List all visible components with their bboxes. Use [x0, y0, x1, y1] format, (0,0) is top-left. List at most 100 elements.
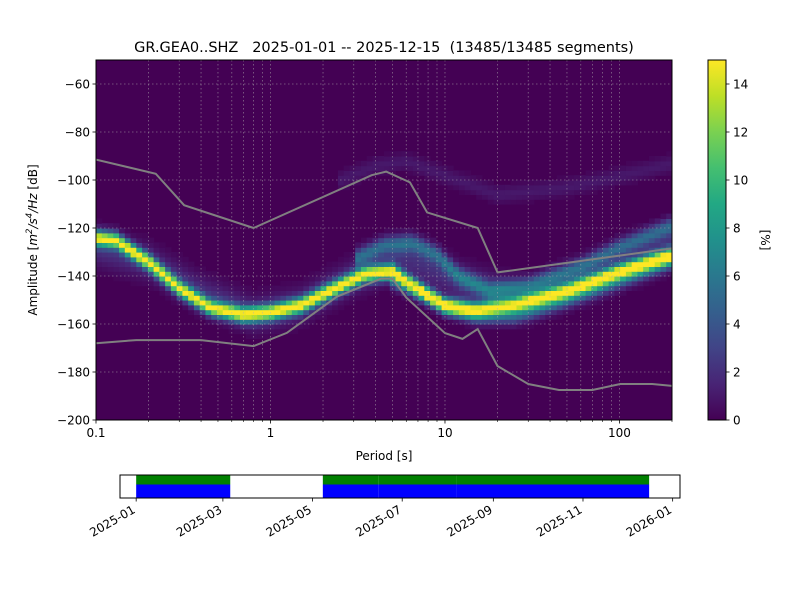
heatmap-cell [384, 256, 391, 263]
heatmap-cell [188, 266, 195, 272]
heatmap-cell [666, 252, 672, 258]
heatmap-cell [257, 314, 264, 320]
heatmap-cell [182, 256, 189, 263]
heatmap-cell [539, 194, 546, 200]
heatmap-cell [401, 247, 408, 253]
heatmap-cell [418, 300, 425, 306]
heatmap-cell [205, 314, 212, 320]
heatmap-cell [654, 228, 662, 234]
heatmap-cell [170, 256, 178, 263]
heatmap-cell [418, 271, 425, 277]
heatmap-cell [602, 266, 610, 272]
heatmap-cell [476, 285, 483, 291]
heatmap-cell [245, 324, 253, 330]
heatmap-cell [591, 175, 598, 181]
heatmap-cell [251, 295, 258, 301]
heatmap-cell [101, 228, 109, 234]
y-unit-part: 2 [25, 229, 35, 234]
heatmap-cell [412, 266, 420, 272]
heatmap-cell [343, 170, 351, 176]
heatmap-cell [556, 280, 564, 287]
heatmap-cell [579, 276, 587, 282]
heatmap-cell [441, 271, 448, 277]
heatmap-cell [401, 290, 408, 296]
heatmap-cell [326, 309, 333, 315]
heatmap-cell [464, 256, 471, 263]
heatmap-cell [597, 271, 604, 277]
heatmap-cell [130, 247, 137, 253]
heatmap-cell [96, 256, 103, 263]
heatmap-cell [412, 151, 420, 157]
heatmap-cell [539, 276, 546, 282]
heatmap-cell [430, 290, 437, 296]
x-tick-label: 100 [608, 426, 631, 440]
heatmap-cell [297, 295, 304, 301]
heatmap-cell [648, 261, 656, 267]
heatmap-cell [620, 232, 627, 239]
heatmap-cell [608, 256, 615, 263]
heatmap-cell [159, 285, 166, 291]
heatmap-cell [464, 180, 471, 186]
heatmap-cell [113, 237, 120, 243]
heatmap-cell [101, 256, 109, 263]
heatmap-cell [504, 280, 512, 287]
heatmap-cell [631, 266, 639, 272]
heatmap-cell [510, 309, 518, 315]
heatmap-cell [263, 328, 270, 335]
heatmap-cell [332, 271, 339, 277]
heatmap-cell [188, 271, 195, 277]
heatmap-cell [620, 242, 627, 248]
y-tick-label: −120 [57, 221, 90, 235]
heatmap-cell [643, 242, 650, 248]
heatmap-cell [585, 252, 592, 258]
heatmap-cell [216, 290, 224, 296]
heatmap-cell [176, 261, 183, 267]
heatmap-cell [510, 276, 518, 282]
heatmap-cell [648, 218, 656, 224]
heatmap-cell [142, 266, 149, 272]
heatmap-cell [476, 314, 483, 320]
heatmap-cell [234, 314, 241, 320]
heatmap-cell [522, 319, 529, 325]
heatmap-cell [545, 266, 552, 272]
heatmap-cell [504, 319, 512, 325]
heatmap-cell [372, 252, 379, 258]
timeline-frame [119, 474, 681, 499]
heatmap-cell [579, 180, 587, 186]
heatmap-cell [101, 232, 109, 239]
heatmap-cell [337, 300, 345, 306]
heatmap-cell [211, 309, 218, 315]
heatmap-cell [648, 252, 656, 258]
heatmap-cell [251, 304, 258, 311]
heatmap-cell [556, 180, 564, 186]
heatmap-cell [435, 271, 443, 277]
heatmap-cell [470, 314, 477, 320]
heatmap-cell [435, 252, 443, 258]
heatmap-cell [556, 309, 564, 315]
heatmap-cell [666, 160, 672, 167]
plot-frame [95, 59, 673, 421]
heatmap-cell [412, 237, 420, 243]
heatmap-cell [631, 271, 639, 277]
heatmap-cell [263, 290, 270, 296]
heatmap-cell [660, 160, 667, 167]
heatmap-cell [614, 232, 621, 239]
heatmap-cell [234, 285, 241, 291]
heatmap-cell [556, 290, 564, 296]
y-unit-part: m [26, 234, 40, 246]
heatmap-cell [176, 252, 183, 258]
heatmap-cell [487, 324, 495, 330]
heatmap-cell [343, 300, 351, 306]
heatmap-cell [113, 261, 120, 267]
heatmap-cell [608, 271, 615, 277]
heatmap-cell [499, 285, 506, 291]
heatmap-cell [660, 170, 667, 176]
heatmap-cell [337, 184, 345, 191]
heatmap-cell [654, 276, 662, 282]
timeline-tick-label: 2025-11 [534, 502, 584, 539]
heatmap-cell [314, 314, 322, 320]
heatmap-cell [637, 232, 644, 239]
heatmap-cell [510, 180, 518, 186]
heatmap-cell [193, 285, 201, 291]
